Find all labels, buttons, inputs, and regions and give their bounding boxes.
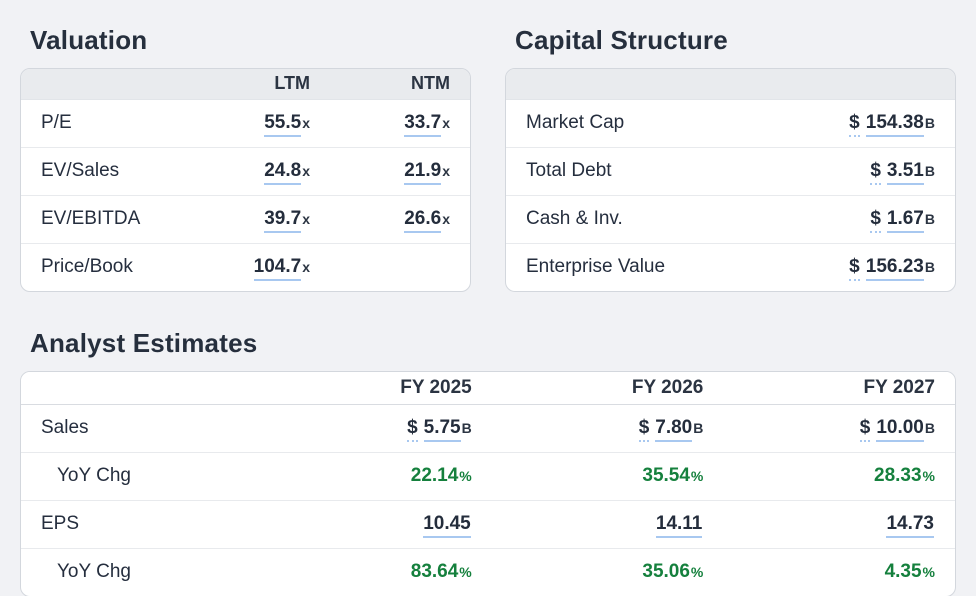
metric-label: YoY Chg xyxy=(21,547,261,596)
metric-value-link[interactable]: 26.6x xyxy=(404,208,450,233)
valuation-header-empty xyxy=(21,69,190,100)
metric-value-link[interactable]: $5.75B xyxy=(407,417,472,442)
currency-symbol: $ xyxy=(849,112,860,137)
table-row: Sales $5.75B $7.80B $10.00B xyxy=(21,404,955,452)
yoy-change-value: 22.14% xyxy=(410,465,472,486)
capital-structure-header-row xyxy=(506,69,955,100)
metric-value-link[interactable]: $1.67B xyxy=(870,208,935,233)
table-row: EV/EBITDA 39.7x 26.6x xyxy=(21,194,470,243)
currency-symbol: $ xyxy=(849,256,860,282)
metric-value-link[interactable]: 55.5x xyxy=(264,112,310,137)
yoy-change-value: 35.54% xyxy=(642,465,704,486)
analyst-estimates-header-row: FY 2025 FY 2026 FY 2027 xyxy=(21,372,955,405)
valuation-card: LTM NTM P/E 55.5x 33.7x EV/Sales 24.8x xyxy=(20,68,471,292)
table-row: Total Debt $3.51B xyxy=(506,146,955,195)
valuation-table: LTM NTM P/E 55.5x 33.7x EV/Sales 24.8x xyxy=(21,69,470,291)
metric-label: Enterprise Value xyxy=(506,242,776,291)
metric-value-link[interactable]: $156.23B xyxy=(849,256,935,282)
currency-symbol: $ xyxy=(870,208,881,233)
capital-structure-section: Capital Structure Market Cap $154.38B xyxy=(505,20,956,292)
yoy-change-value: 35.06% xyxy=(642,561,704,583)
valuation-header-ltm: LTM xyxy=(190,69,330,100)
metric-label: EV/Sales xyxy=(21,146,190,195)
capital-structure-card: Market Cap $154.38B Total Debt $3.51B Ca… xyxy=(505,68,956,292)
currency-symbol: $ xyxy=(407,417,418,442)
metric-value-link[interactable]: 33.7x xyxy=(404,112,450,137)
top-section-grid: Valuation LTM NTM P/E 55.5x xyxy=(20,20,956,292)
table-row: EV/Sales 24.8x 21.9x xyxy=(21,146,470,195)
metric-value-link[interactable]: 39.7x xyxy=(264,208,310,233)
valuation-title: Valuation xyxy=(30,25,148,55)
analyst-estimates-header-fy2027: FY 2027 xyxy=(723,372,955,405)
metric-label: P/E xyxy=(41,112,72,133)
capital-structure-title: Capital Structure xyxy=(515,25,728,55)
metric-value-link[interactable]: 21.9x xyxy=(404,160,450,185)
analyst-estimates-section: Analyst Estimates FY 2025 FY 2026 FY 202… xyxy=(20,328,956,596)
metric-value-link[interactable]: $7.80B xyxy=(638,417,703,442)
analyst-estimates-table: FY 2025 FY 2026 FY 2027 Sales $5.75B $7.… xyxy=(21,372,955,596)
metric-label: Price/Book xyxy=(21,242,190,291)
metric-value-link[interactable]: 14.73 xyxy=(886,513,935,538)
metric-value-link[interactable]: 14.11 xyxy=(655,513,704,538)
metric-value-link[interactable]: $3.51B xyxy=(870,160,935,185)
metric-value-link[interactable]: 24.8x xyxy=(264,160,310,185)
table-row: Market Cap $154.38B xyxy=(506,99,955,147)
analyst-estimates-header-empty xyxy=(21,372,261,405)
currency-symbol: $ xyxy=(870,160,881,185)
valuation-section: Valuation LTM NTM P/E 55.5x xyxy=(20,20,471,292)
capital-structure-table: Market Cap $154.38B Total Debt $3.51B Ca… xyxy=(506,69,955,291)
metric-label: Cash & Inv. xyxy=(506,194,776,243)
metric-value-link[interactable]: 104.7x xyxy=(253,256,310,282)
table-row: EPS 10.45 14.11 14.73 xyxy=(21,499,955,548)
table-row: Price/Book 104.7x xyxy=(21,242,470,291)
metric-label: Total Debt xyxy=(506,146,776,195)
metric-value-link[interactable]: 10.45 xyxy=(423,513,472,538)
table-row: P/E 55.5x 33.7x xyxy=(21,99,470,147)
metric-label: YoY Chg xyxy=(21,451,261,500)
yoy-change-value: 28.33% xyxy=(874,465,935,486)
metric-value-link[interactable]: $10.00B xyxy=(859,417,935,442)
metric-label: EV/EBITDA xyxy=(21,194,190,243)
table-row: Enterprise Value $156.23B xyxy=(506,242,955,291)
yoy-change-value: 4.35% xyxy=(884,561,935,583)
analyst-estimates-card: FY 2025 FY 2026 FY 2027 Sales $5.75B $7.… xyxy=(20,371,956,596)
metric-label: Market Cap xyxy=(526,112,625,133)
analyst-estimates-header-fy2026: FY 2026 xyxy=(491,372,724,405)
yoy-change-value: 83.64% xyxy=(410,561,472,583)
capital-structure-header-empty xyxy=(506,69,955,100)
metric-value-link[interactable]: $154.38B xyxy=(849,112,935,137)
table-row: Cash & Inv. $1.67B xyxy=(506,194,955,243)
analyst-estimates-title: Analyst Estimates xyxy=(30,328,258,358)
valuation-header-row: LTM NTM xyxy=(21,69,470,100)
table-row: YoY Chg 22.14% 35.54% 28.33% xyxy=(21,451,955,500)
currency-symbol: $ xyxy=(859,417,871,442)
table-row: YoY Chg 83.64% 35.06% 4.35% xyxy=(21,547,955,596)
metric-label: EPS xyxy=(21,499,261,548)
currency-symbol: $ xyxy=(638,417,650,442)
metric-value-empty xyxy=(449,257,450,278)
metric-label: Sales xyxy=(41,417,89,438)
analyst-estimates-header-fy2025: FY 2025 xyxy=(260,372,492,405)
valuation-header-ntm: NTM xyxy=(330,69,470,100)
